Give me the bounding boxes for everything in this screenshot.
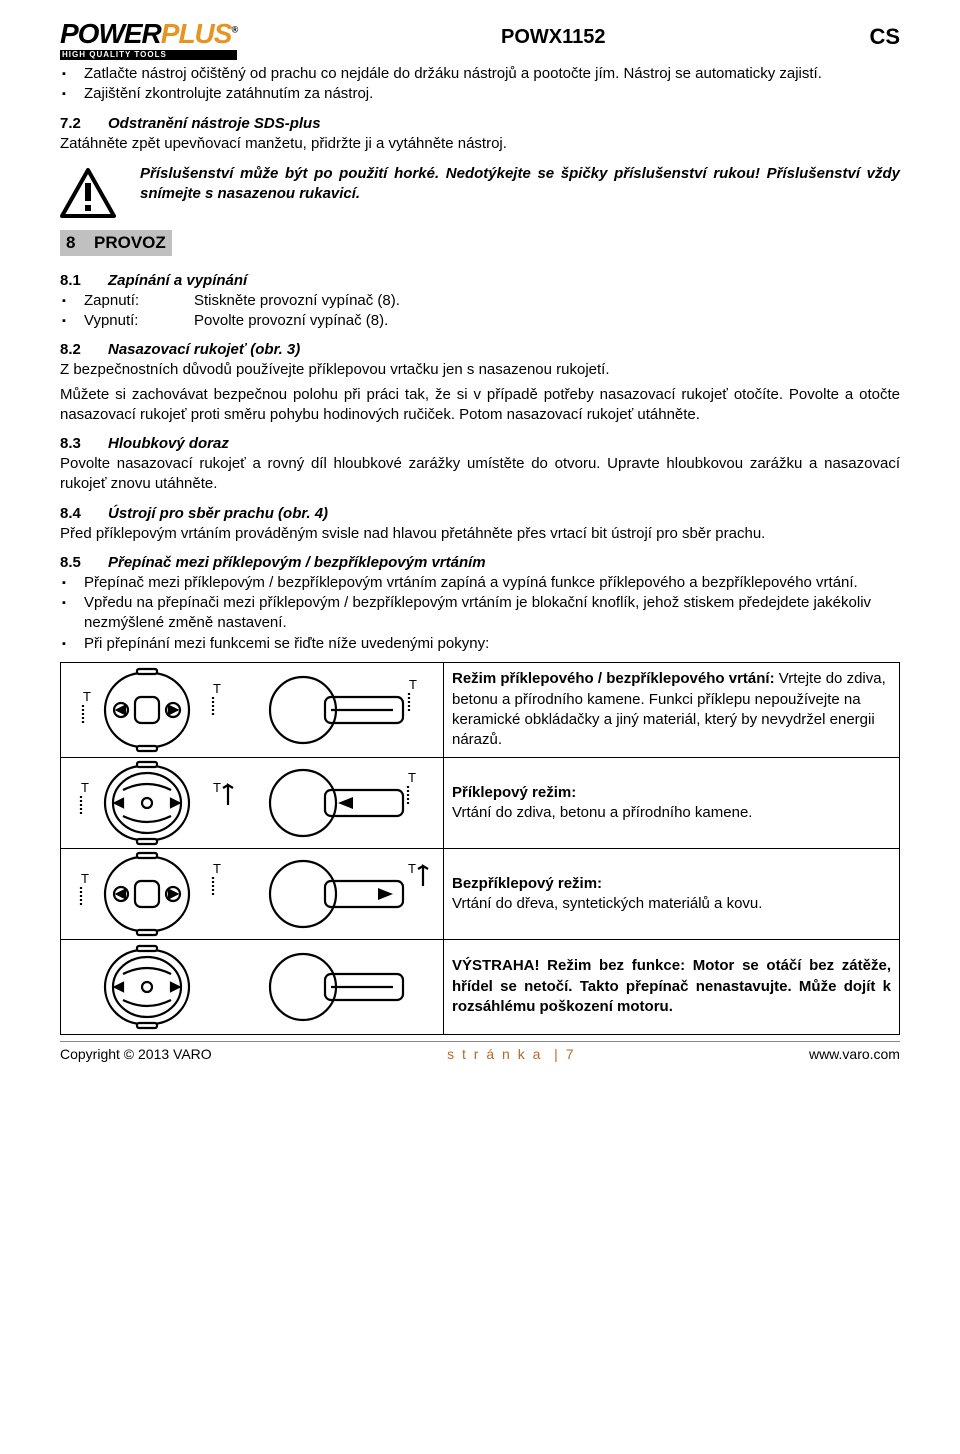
list-8-5: Přepínač mezi příklepovým / bezpříklepov… — [60, 573, 900, 654]
warning-icon — [60, 168, 116, 220]
list-item: Přepínač mezi příklepovým / bezpříklepov… — [84, 573, 900, 593]
page-footer: Copyright © 2013 VARO s t r á n k a | 7 … — [60, 1041, 900, 1062]
on-item: Zapnutí:Stiskněte provozní vypínač (8). — [84, 291, 900, 311]
on-text: Stiskněte provozní vypínač (8). — [194, 292, 400, 309]
heading-number: 8.4 — [60, 505, 108, 522]
warning-text: Příslušenství může být po použití horké.… — [140, 164, 900, 205]
footer-sep: | — [554, 1046, 560, 1062]
on-label: Zapnutí: — [84, 291, 194, 311]
warning-box: Příslušenství může být po použití horké.… — [60, 164, 900, 220]
svg-text:T: T — [409, 677, 417, 692]
mode-desc-1: Režim příklepového / bezpříklepového vrt… — [444, 662, 900, 757]
off-text: Povolte provozní vypínač (8). — [194, 312, 388, 329]
mode-title: Příklepový režim: — [452, 784, 576, 801]
mode-desc-3: Bezpříklepový režim: Vrtání do dřeva, sy… — [444, 848, 900, 939]
svg-text:T: T — [408, 861, 416, 876]
logo-power: POWER — [60, 18, 161, 49]
footer-mid: s t r á n k a | 7 — [447, 1046, 573, 1062]
off-item: Vypnutí:Povolte provozní vypínač (8). — [84, 311, 900, 331]
mode-desc-4: VÝSTRAHA! Režim bez funkce: Motor se otá… — [444, 939, 900, 1034]
page-header: POWERPLUS® HIGH QUALITY TOOLS POWX1152 C… — [60, 20, 900, 60]
section-8-heading: 8PROVOZ — [60, 230, 172, 256]
mode-diagram-2: T T T — [61, 757, 444, 848]
heading-8-3: 8.3Hloubkový doraz — [60, 435, 900, 452]
svg-text:T: T — [81, 780, 89, 795]
svg-text:T: T — [81, 871, 89, 886]
heading-title: Hloubkový doraz — [108, 435, 229, 452]
para-8-3: Povolte nasazovací rukojeť a rovný díl h… — [60, 454, 900, 495]
onoff-list: Zapnutí:Stiskněte provozní vypínač (8). … — [60, 291, 900, 332]
svg-text:T: T — [408, 770, 416, 785]
heading-number: 8.5 — [60, 554, 108, 571]
heading-title: Přepínač mezi příklepovým / bezpříklepov… — [108, 554, 486, 571]
table-row: T T T Bezpříklepový režim: — [61, 848, 900, 939]
mode-text: Vrtání do zdiva, betonu a přírodního kam… — [452, 804, 752, 821]
heading-8-5: 8.5Přepínač mezi příklepovým / bezpříkle… — [60, 554, 900, 571]
list-item: Při přepínání mezi funkcemi se řiďte níž… — [84, 634, 900, 654]
mode-desc-2: Příklepový režim: Vrtání do zdiva, beton… — [444, 757, 900, 848]
para-7-2: Zatáhněte zpět upevňovací manžetu, přidr… — [60, 134, 900, 154]
heading-8-1: 8.1Zapínání a vypínání — [60, 272, 900, 289]
svg-text:T: T — [213, 861, 221, 876]
heading-number: 8.1 — [60, 272, 108, 289]
footer-left: Copyright © 2013 VARO — [60, 1046, 212, 1062]
heading-title: Zapínání a vypínání — [108, 272, 247, 289]
mode-table: T T T Režim příklepového / bezpřík — [60, 662, 900, 1035]
logo-plus: PLUS — [161, 18, 232, 49]
mode-diagram-4 — [61, 939, 444, 1034]
mode-title: Bezpříklepový režim: — [452, 875, 602, 892]
heading-8-4: 8.4Ústrojí pro sběr prachu (obr. 4) — [60, 505, 900, 522]
footer-page: 7 — [566, 1046, 574, 1062]
mode-title: Režim příklepového / bezpříklepového vrt… — [452, 670, 775, 687]
heading-7-2: 7.2Odstranění nástroje SDS-plus — [60, 115, 900, 132]
svg-text:T: T — [213, 681, 221, 696]
heading-8-2: 8.2Nasazovací rukojeť (obr. 3) — [60, 341, 900, 358]
table-row: VÝSTRAHA! Režim bez funkce: Motor se otá… — [61, 939, 900, 1034]
heading-title: Odstranění nástroje SDS-plus — [108, 115, 321, 132]
off-label: Vypnutí: — [84, 311, 194, 331]
intro-item: Zatlačte nástroj očištěný od prachu co n… — [84, 64, 900, 84]
intro-list: Zatlačte nástroj očištěný od prachu co n… — [60, 64, 900, 105]
section-title: PROVOZ — [94, 233, 166, 252]
para-8-2a: Z bezpečnostních důvodů používejte příkl… — [60, 360, 900, 380]
logo-tagline: HIGH QUALITY TOOLS — [60, 50, 237, 60]
table-row: T T T Režim příklepového / bezpřík — [61, 662, 900, 757]
heading-number: 8.2 — [60, 341, 108, 358]
heading-number: 7.2 — [60, 115, 108, 132]
mode-diagram-1: T T T — [61, 662, 444, 757]
intro-item: Zajištění zkontrolujte zatáhnutím za nás… — [84, 84, 900, 104]
footer-right: www.varo.com — [809, 1046, 900, 1062]
table-row: T T T Příklepový režim: Vr — [61, 757, 900, 848]
document-title: POWX1152 — [237, 20, 869, 49]
para-8-4: Před příklepovým vrtáním prováděným svis… — [60, 524, 900, 544]
heading-title: Ústrojí pro sběr prachu (obr. 4) — [108, 505, 328, 522]
heading-title: Nasazovací rukojeť (obr. 3) — [108, 341, 300, 358]
heading-number: 8.3 — [60, 435, 108, 452]
svg-text:T: T — [213, 780, 221, 795]
logo: POWERPLUS® HIGH QUALITY TOOLS — [60, 20, 237, 60]
language-code: CS — [869, 20, 900, 50]
section-number: 8 — [66, 233, 94, 253]
list-item: Vpředu na přepínači mezi příklepovým / b… — [84, 593, 900, 634]
svg-text:T: T — [83, 689, 91, 704]
mode-title: VÝSTRAHA! Režim bez funkce: Motor se otá… — [452, 956, 891, 1017]
mode-text: Vrtání do dřeva, syntetických materiálů … — [452, 895, 762, 912]
para-8-2b: Můžete si zachovávat bezpečnou polohu př… — [60, 385, 900, 426]
mode-diagram-3: T T T — [61, 848, 444, 939]
footer-mid-word: s t r á n k a — [447, 1046, 542, 1062]
